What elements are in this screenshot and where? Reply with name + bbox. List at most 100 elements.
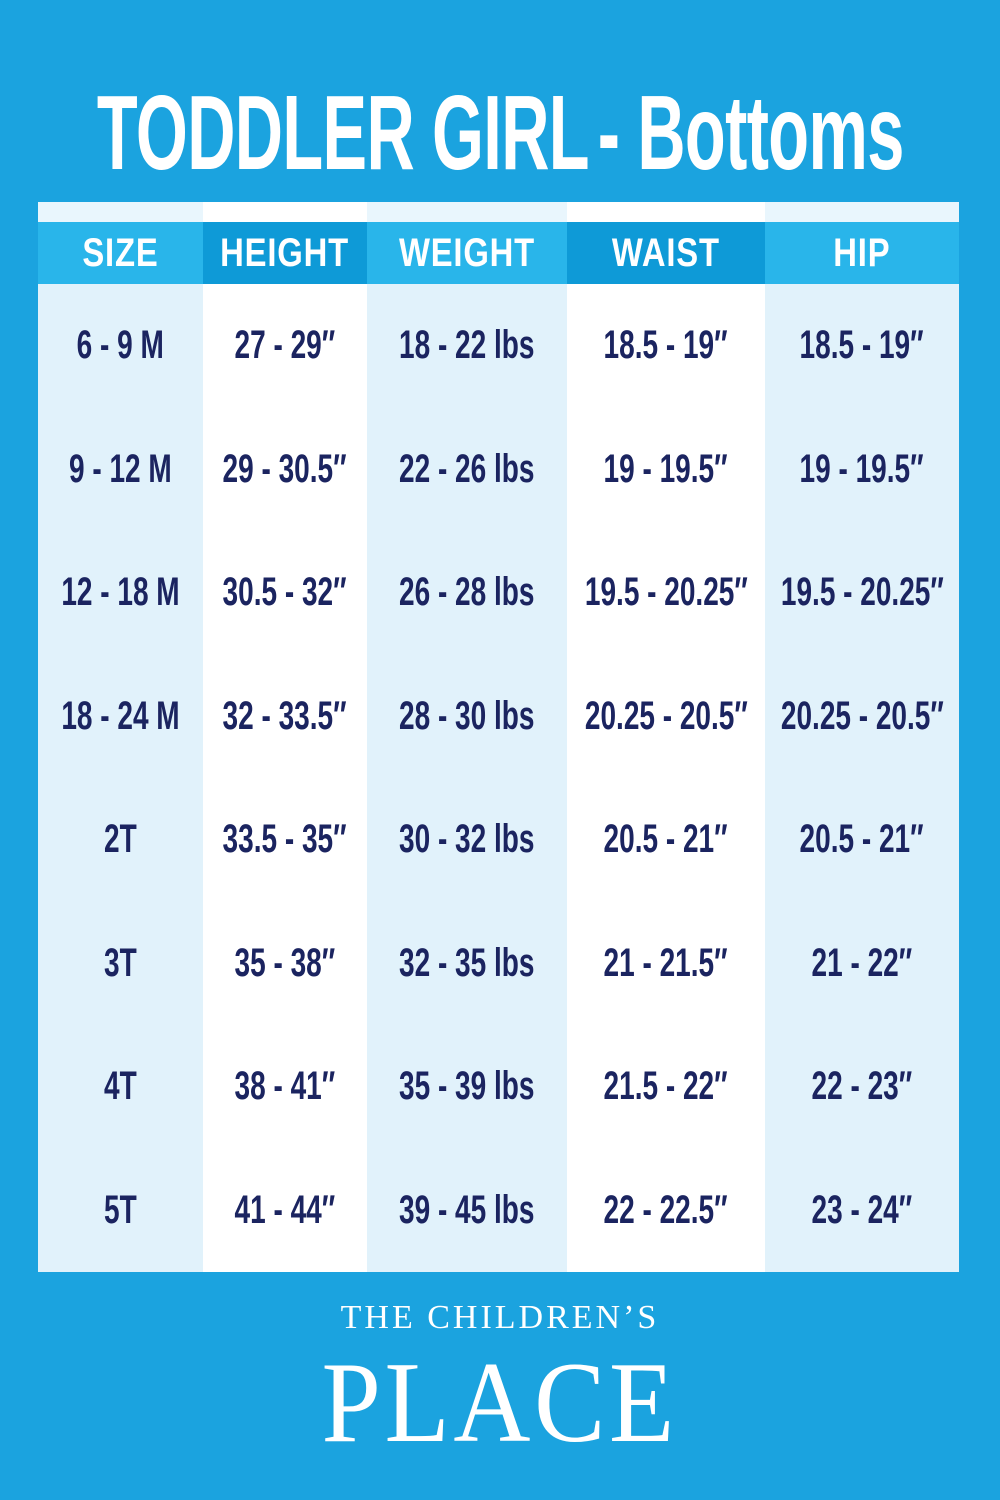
- cell-value: 35 - 39 lbs: [399, 1064, 535, 1109]
- table-cell: 38 - 41″: [203, 1025, 367, 1149]
- cell-value: 33.5 - 35″: [223, 817, 347, 862]
- cell-value: 22 - 22.5″: [604, 1187, 728, 1232]
- table-top-strip: [38, 202, 959, 222]
- header-label: WEIGHT: [398, 230, 536, 275]
- cell-value: 2T: [104, 817, 137, 862]
- cell-value: 29 - 30.5″: [223, 446, 347, 491]
- cell-value: 20.5 - 21″: [604, 817, 728, 862]
- page-title-text: TODDLER GIRL- Bottoms: [97, 80, 904, 186]
- top-strip-cell: [367, 202, 567, 222]
- table-row: 4T 38 - 41″ 35 - 39 lbs 21.5 - 22″ 22 - 23″: [38, 1025, 959, 1149]
- cell-value: 20.25 - 20.5″: [780, 693, 944, 738]
- cell-value: 19 - 19.5″: [604, 446, 728, 491]
- table-cell: 32 - 35 lbs: [367, 901, 567, 1025]
- table-cell: 19.5 - 20.25″: [567, 531, 765, 655]
- table-cell: 18 - 24 M: [38, 654, 203, 778]
- table-cell: 35 - 38″: [203, 901, 367, 1025]
- cell-value: 35 - 38″: [234, 940, 336, 985]
- cell-value: 41 - 44″: [234, 1187, 336, 1232]
- table-cell: 19 - 19.5″: [765, 407, 959, 531]
- header-cell-size: SIZE: [38, 222, 203, 284]
- table-row: 6 - 9 M 27 - 29″ 18 - 22 lbs 18.5 - 19″ 18.5…: [38, 284, 959, 408]
- table-row: 9 - 12 M 29 - 30.5″ 22 - 26 lbs 19 - 19.5″ 1…: [38, 407, 959, 531]
- cell-value: 3T: [104, 940, 137, 985]
- table-row: 12 - 18 M 30.5 - 32″ 26 - 28 lbs 19.5 - 20.…: [38, 531, 959, 655]
- table-cell: 19 - 19.5″: [567, 407, 765, 531]
- header-label: HIP: [833, 230, 891, 275]
- table-cell: 27 - 29″: [203, 284, 367, 408]
- cell-value: 21 - 21.5″: [604, 940, 728, 985]
- table-row: 3T 35 - 38″ 32 - 35 lbs 21 - 21.5″ 21 - 22″: [38, 901, 959, 1025]
- top-strip-cell: [203, 202, 367, 222]
- cell-value: 18.5 - 19″: [800, 323, 924, 368]
- table-cell: 9 - 12 M: [38, 407, 203, 531]
- cell-value: 18 - 22 lbs: [399, 323, 535, 368]
- table-cell: 5T: [38, 1148, 203, 1272]
- size-table: SIZE HEIGHT WEIGHT WAIST HIP 6 - 9 M 27 - 29″…: [38, 202, 959, 1272]
- header-cell-height: HEIGHT: [203, 222, 367, 284]
- table-cell: 22 - 26 lbs: [367, 407, 567, 531]
- cell-value: 28 - 30 lbs: [399, 693, 535, 738]
- cell-value: 6 - 9 M: [76, 323, 165, 368]
- title-main: TODDLER GIRL: [96, 74, 590, 192]
- cell-value: 9 - 12 M: [69, 446, 172, 491]
- table-cell: 30 - 32 lbs: [367, 778, 567, 902]
- table-cell: 20.5 - 21″: [765, 778, 959, 902]
- table-cell: 26 - 28 lbs: [367, 531, 567, 655]
- header-label: WAIST: [612, 230, 720, 275]
- table-cell: 30.5 - 32″: [203, 531, 367, 655]
- title-sub: - Bottoms: [597, 74, 904, 192]
- cell-value: 30 - 32 lbs: [399, 817, 535, 862]
- cell-value: 12 - 18 M: [61, 570, 180, 615]
- table-cell: 21 - 22″: [765, 901, 959, 1025]
- table-cell: 19.5 - 20.25″: [765, 531, 959, 655]
- table-cell: 33.5 - 35″: [203, 778, 367, 902]
- cell-value: 32 - 35 lbs: [399, 940, 535, 985]
- cell-value: 4T: [104, 1064, 137, 1109]
- table-cell: 18.5 - 19″: [765, 284, 959, 408]
- table-row: 18 - 24 M 32 - 33.5″ 28 - 30 lbs 20.25 - 20…: [38, 654, 959, 778]
- cell-value: 21 - 22″: [811, 940, 913, 985]
- table-cell: 20.5 - 21″: [567, 778, 765, 902]
- top-strip-cell: [567, 202, 765, 222]
- header-label: SIZE: [82, 230, 159, 275]
- brand-logo: THE CHILDREN’S PLACE: [0, 1298, 1000, 1461]
- table-body: 6 - 9 M 27 - 29″ 18 - 22 lbs 18.5 - 19″ 18.5…: [38, 284, 959, 1272]
- table-cell: 18.5 - 19″: [567, 284, 765, 408]
- cell-value: 18.5 - 19″: [604, 323, 728, 368]
- cell-value: 32 - 33.5″: [223, 693, 347, 738]
- cell-value: 22 - 23″: [811, 1064, 913, 1109]
- cell-value: 22 - 26 lbs: [399, 446, 535, 491]
- header-cell-weight: WEIGHT: [367, 222, 567, 284]
- table-cell: 3T: [38, 901, 203, 1025]
- table-cell: 20.25 - 20.5″: [765, 654, 959, 778]
- cell-value: 27 - 29″: [234, 323, 336, 368]
- table-cell: 20.25 - 20.5″: [567, 654, 765, 778]
- cell-value: 18 - 24 M: [61, 693, 180, 738]
- header-cell-waist: WAIST: [567, 222, 765, 284]
- cell-value: 39 - 45 lbs: [399, 1187, 535, 1232]
- cell-value: 20.5 - 21″: [800, 817, 924, 862]
- table-cell: 22 - 22.5″: [567, 1148, 765, 1272]
- cell-value: 19.5 - 20.25″: [780, 570, 944, 615]
- table-cell: 18 - 22 lbs: [367, 284, 567, 408]
- table-cell: 28 - 30 lbs: [367, 654, 567, 778]
- table-header-row: SIZE HEIGHT WEIGHT WAIST HIP: [38, 222, 959, 284]
- table-row: 2T 33.5 - 35″ 30 - 32 lbs 20.5 - 21″ 20.5 - …: [38, 778, 959, 902]
- table-cell: 29 - 30.5″: [203, 407, 367, 531]
- table-cell: 6 - 9 M: [38, 284, 203, 408]
- cell-value: 5T: [104, 1187, 137, 1232]
- table-cell: 23 - 24″: [765, 1148, 959, 1272]
- brand-name-top: THE CHILDREN’S: [340, 1299, 660, 1336]
- cell-value: 26 - 28 lbs: [399, 570, 535, 615]
- cell-value: 21.5 - 22″: [604, 1064, 728, 1109]
- page-title: TODDLER GIRL- Bottoms: [0, 0, 1000, 202]
- table-cell: 32 - 33.5″: [203, 654, 367, 778]
- header-cell-hip: HIP: [765, 222, 959, 284]
- cell-value: 19 - 19.5″: [800, 446, 924, 491]
- top-strip-cell: [765, 202, 959, 222]
- table-cell: 41 - 44″: [203, 1148, 367, 1272]
- table-cell: 2T: [38, 778, 203, 902]
- table-cell: 22 - 23″: [765, 1025, 959, 1149]
